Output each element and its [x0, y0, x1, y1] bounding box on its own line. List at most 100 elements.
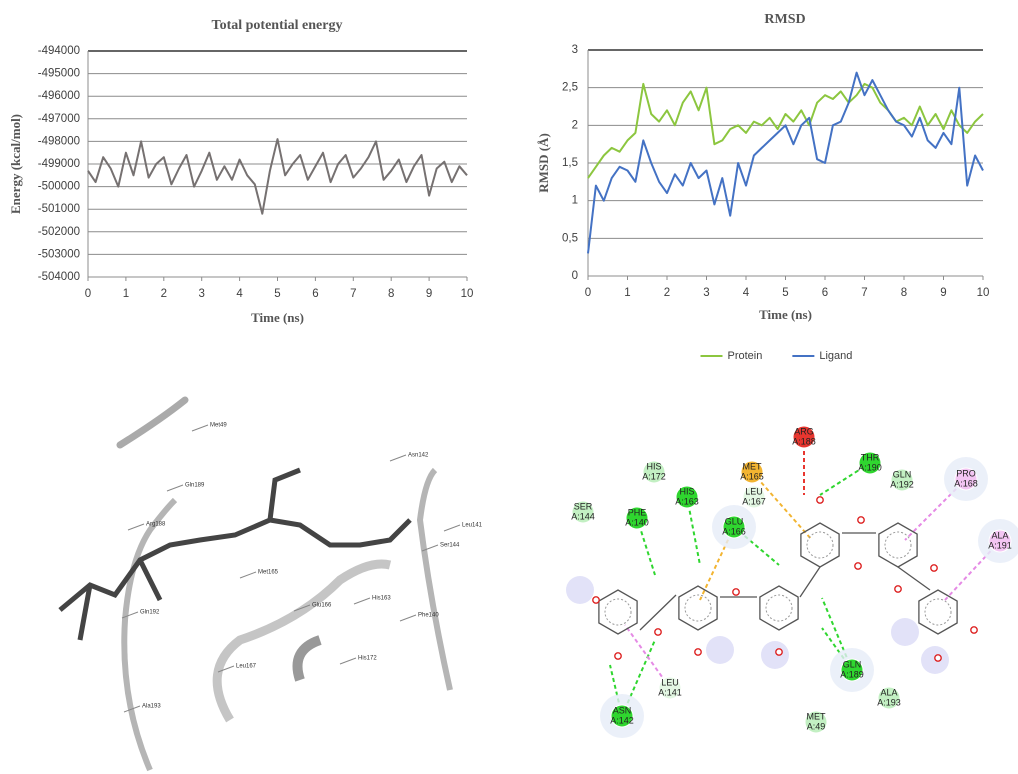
residue-name: THR: [861, 452, 880, 462]
residue-node: [742, 485, 766, 509]
residue-id: A:191: [988, 540, 1012, 550]
ribbon: [212, 559, 392, 723]
x-tick-label: 3: [703, 287, 709, 299]
chart-title: Total potential energy: [212, 18, 343, 33]
y-tick-label: -499000: [38, 158, 80, 170]
oxygen-atom: [857, 516, 865, 524]
x-axis-label: Time (ns): [759, 307, 812, 322]
residue-stick: [191, 424, 209, 432]
residue-node: [858, 451, 882, 475]
aromatic-ring: [678, 585, 718, 631]
oxygen-atom: [614, 652, 622, 660]
residue-label: Met165: [258, 570, 279, 576]
aromatic-inner: [684, 594, 712, 622]
x-tick-label: 9: [426, 288, 432, 300]
x-tick-label: 7: [350, 288, 356, 300]
residue-id: A:189: [840, 669, 864, 679]
residue-name: ASN: [613, 705, 632, 715]
residue-node: [890, 468, 914, 492]
residue-id: A:188: [792, 436, 816, 446]
residue-node: [675, 485, 699, 509]
ligand-stick: [58, 517, 412, 612]
x-tick-label: 10: [461, 288, 474, 300]
x-tick-label: 5: [274, 288, 280, 300]
residue-name: ALA: [991, 530, 1008, 540]
residue-name: ARG: [794, 426, 814, 436]
y-tick-label: 1: [572, 195, 578, 207]
x-tick-label: 3: [198, 288, 204, 300]
residue-name: GLU: [725, 516, 744, 526]
residue-name: GLN: [843, 659, 862, 669]
residue-name: ALA: [880, 687, 897, 697]
residue-label: His163: [372, 596, 391, 602]
residue-name: LEU: [661, 677, 679, 687]
data-line: [587, 71, 984, 254]
residue-label: Asn142: [408, 453, 429, 459]
oxygen-atom: [654, 628, 662, 636]
residue-id: A:49: [807, 721, 826, 731]
ribbon: [416, 467, 453, 691]
residue-node: [954, 467, 978, 491]
data-line: [587, 82, 984, 179]
residue-stick: [293, 604, 311, 612]
aromatic-inner: [924, 598, 952, 626]
y-tick-label: -497000: [38, 113, 80, 125]
residue-stick: [421, 544, 439, 552]
aromatic-ring: [918, 589, 958, 635]
residue-node: [840, 658, 864, 682]
residue-name: MET: [743, 461, 763, 471]
solvent-halo: [891, 618, 919, 646]
x-tick-label: 4: [236, 288, 243, 300]
y-axis-label: Energy (kcal/mol): [8, 114, 23, 214]
residue-node: [988, 529, 1012, 553]
y-tick-label: 1,5: [562, 157, 578, 169]
residue-name: SER: [574, 501, 593, 511]
residue-id: A:168: [954, 478, 978, 488]
residue-stick: [121, 611, 139, 619]
residue-id: A:166: [722, 526, 746, 536]
ligand-stick: [77, 467, 301, 641]
residue-id: A:190: [858, 462, 882, 472]
x-tick-label: 0: [585, 287, 591, 299]
aromatic-inner: [604, 598, 632, 626]
ribbon: [116, 396, 189, 449]
y-tick-label: 0: [572, 270, 578, 282]
residue-node: [792, 425, 816, 449]
data-line: [87, 138, 468, 215]
ribbon: [292, 635, 322, 682]
oxygen-atom: [775, 648, 783, 656]
oxygen-atom: [854, 562, 862, 570]
x-tick-label: 2: [161, 288, 167, 300]
residue-label: Leu141: [462, 523, 483, 529]
residue-label: Ala193: [142, 704, 161, 710]
residue-id: A:144: [571, 511, 595, 521]
x-tick-label: 8: [901, 287, 907, 299]
solvent-halo: [761, 641, 789, 669]
solvent-halo: [566, 576, 594, 604]
oxygen-atom: [970, 626, 978, 634]
bond: [799, 566, 821, 598]
aromatic-inner: [806, 531, 834, 559]
x-tick-label: 9: [940, 287, 946, 299]
y-tick-label: 3: [572, 44, 578, 56]
legend-label: Protein: [728, 350, 763, 362]
structure-background: [0, 385, 505, 774]
y-tick-label: 2,5: [562, 82, 578, 94]
oxygen-atom: [816, 496, 824, 504]
x-tick-label: 10: [977, 287, 990, 299]
oxygen-atom: [894, 585, 902, 593]
residue-label: Glu166: [312, 603, 332, 609]
residue-node: [571, 500, 595, 524]
residue-label: Gln189: [185, 483, 205, 489]
x-tick-label: 2: [664, 287, 670, 299]
residue-stick: [443, 524, 461, 532]
y-tick-label: 2: [572, 119, 578, 131]
x-tick-label: 7: [861, 287, 867, 299]
residue-label: His172: [358, 656, 377, 662]
x-tick-label: 0: [85, 288, 91, 300]
residue-name: PHE: [628, 507, 647, 517]
residue-name: PRO: [956, 468, 976, 478]
residue-node: [877, 686, 901, 710]
residue-label: Phe140: [418, 613, 439, 619]
